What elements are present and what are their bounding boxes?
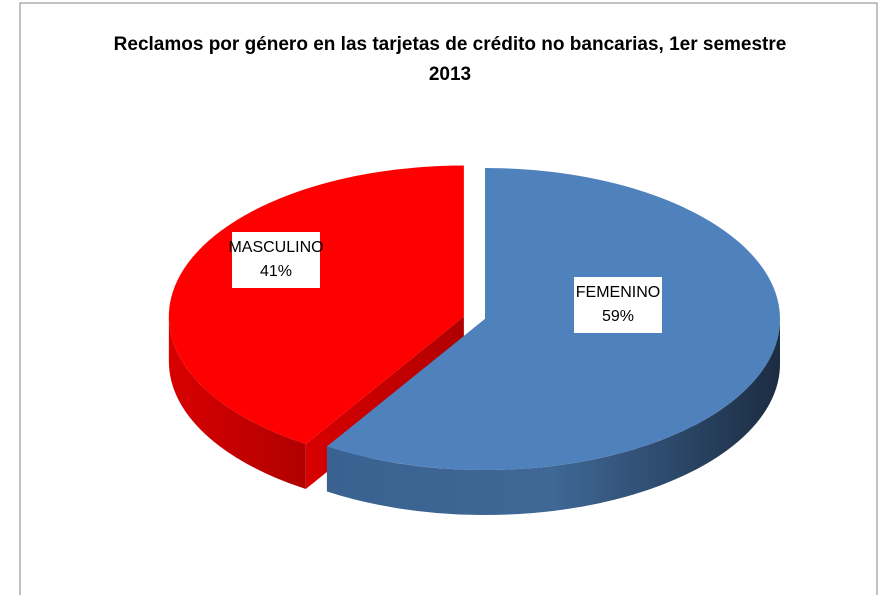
pie-slice [326, 168, 781, 515]
data-label-value: 41% [260, 263, 292, 280]
data-label-category: FEMENINO [576, 284, 660, 301]
chart-title: Reclamos por género en las tarjetas de c… [113, 34, 787, 85]
data-label-value: 59% [602, 308, 634, 325]
slice-wall [326, 319, 780, 515]
data-label-box [232, 232, 320, 288]
data-label-category: MASCULINO [228, 239, 323, 256]
data-label-box [574, 277, 662, 333]
slice-wall [168, 316, 306, 490]
slice-top [326, 168, 781, 470]
